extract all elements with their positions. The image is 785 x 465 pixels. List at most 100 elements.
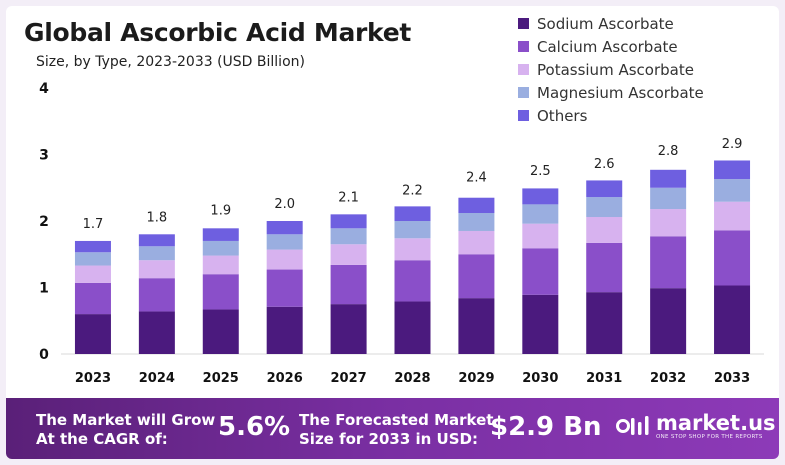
chart-title: Global Ascorbic Acid Market <box>24 18 412 47</box>
bar-segment <box>714 201 751 231</box>
bar-total-label: 2.1 <box>338 190 359 205</box>
bar-segment <box>74 252 111 266</box>
bar-segment <box>522 188 559 205</box>
bar-chart: 0 1 2 3 4 1.7 2023 1.8 2024 1.9 2025 2.0 2026 2.1 2027… <box>39 81 764 386</box>
brand-logo: market.us ONE STOP SHOP FOR THE REPORTS <box>616 412 776 440</box>
legend-label: Magnesium Ascorbate <box>537 83 704 102</box>
x-tick-label: 2024 <box>139 371 175 386</box>
bar-segment <box>458 254 495 299</box>
x-tick-label: 2030 <box>522 371 558 386</box>
y-tick-label: 4 <box>39 81 49 97</box>
legend-label: Others <box>537 106 588 125</box>
legend-swatch <box>518 41 529 52</box>
bar-total-label: 2.6 <box>594 157 615 172</box>
bar-segment <box>138 278 175 312</box>
bar-segment <box>266 221 303 235</box>
bar-segment <box>586 197 623 218</box>
bar-segment <box>458 213 495 231</box>
forecast-label-line1: The Forecasted Market <box>299 411 494 429</box>
bar-total-label: 2.9 <box>722 137 743 152</box>
market-us-logo-icon <box>616 412 650 440</box>
cagr-label: The Market will Grow At the CAGR of: <box>36 411 215 449</box>
x-tick-label: 2028 <box>394 371 430 386</box>
bar-segment <box>586 292 623 354</box>
legend-swatch <box>518 18 529 29</box>
bar-segment <box>394 221 431 239</box>
chart-card: Global Ascorbic Acid Market Size, by Typ… <box>6 6 779 459</box>
forecast-label: The Forecasted Market Size for 2033 in U… <box>299 411 493 449</box>
y-tick-label: 2 <box>39 214 49 230</box>
bar-segment <box>266 269 303 307</box>
bar-segment <box>522 294 559 354</box>
bar-segment <box>650 169 687 188</box>
legend-swatch <box>518 87 529 98</box>
bar-segment <box>266 249 303 270</box>
bar-segment <box>330 304 367 354</box>
bar-segment <box>202 255 239 275</box>
x-tick-label: 2029 <box>458 371 494 386</box>
bar-segment <box>458 298 495 354</box>
bar-segment <box>330 228 367 245</box>
legend-label: Calcium Ascorbate <box>537 37 678 56</box>
bar-segment <box>714 285 751 354</box>
bar-segment <box>522 248 559 295</box>
bar-segment <box>586 180 623 198</box>
legend-swatch <box>518 64 529 75</box>
bar-segment <box>74 314 111 354</box>
legend-label: Sodium Ascorbate <box>537 14 674 33</box>
x-tick-label: 2032 <box>650 371 686 386</box>
bar-segment <box>714 179 751 202</box>
x-tick-label: 2026 <box>267 371 303 386</box>
bar-segment <box>522 223 559 249</box>
bar-segment <box>650 288 687 354</box>
bar-segment <box>714 160 751 180</box>
bar-total-label: 2.4 <box>466 170 487 185</box>
bar-segment <box>586 242 623 293</box>
bar-segment <box>138 246 175 261</box>
bar-segment <box>650 209 687 237</box>
bar-segment <box>394 301 431 354</box>
bar-segment <box>138 311 175 354</box>
y-tick-label: 1 <box>39 281 49 297</box>
bar-total-label: 1.9 <box>210 204 231 219</box>
bar-segment <box>394 206 431 221</box>
chart-legend: Sodium Ascorbate Calcium Ascorbate Potassi… <box>518 12 704 127</box>
bar-segment <box>74 282 111 315</box>
x-tick-label: 2023 <box>75 371 111 386</box>
bar-segment <box>714 230 751 286</box>
bar-segment <box>202 309 239 354</box>
forecast-value: $2.9 Bn <box>490 412 602 442</box>
bar-segment <box>458 230 495 255</box>
cagr-label-line2: At the CAGR of: <box>36 430 168 448</box>
x-tick-label: 2031 <box>586 371 622 386</box>
x-tick-label: 2025 <box>203 371 239 386</box>
bar-total-label: 2.2 <box>402 184 423 199</box>
bar-total-label: 1.7 <box>83 217 104 232</box>
bar-segment <box>266 234 303 250</box>
chart-subtitle: Size, by Type, 2023-2033 (USD Billion) <box>36 54 305 70</box>
bar-segment <box>330 244 367 265</box>
bar-segment <box>586 217 623 243</box>
cagr-label-line1: The Market will Grow <box>36 411 216 429</box>
x-tick-label: 2033 <box>714 371 750 386</box>
y-tick-label: 0 <box>39 347 49 363</box>
bar-segment <box>74 240 111 253</box>
bar-total-label: 2.0 <box>274 197 295 212</box>
cagr-value: 5.6% <box>218 412 291 442</box>
bar-segment <box>202 274 239 310</box>
summary-banner: The Market will Grow At the CAGR of: 5.6… <box>6 398 779 459</box>
forecast-label-line2: Size for 2033 in USD: <box>299 430 478 448</box>
bar-segment <box>650 236 687 289</box>
bar-segment <box>138 234 175 247</box>
bar-total-label: 2.8 <box>658 144 679 159</box>
bar-segment <box>202 240 239 256</box>
bar-segment <box>330 264 367 305</box>
bar-segment <box>74 265 111 283</box>
bar-total-label: 1.8 <box>147 210 168 225</box>
brand-name: market.us <box>656 411 776 435</box>
bar-segment <box>650 187 687 210</box>
legend-item: Potassium Ascorbate <box>518 58 704 81</box>
legend-item: Sodium Ascorbate <box>518 12 704 35</box>
bar-segment <box>522 204 559 224</box>
bar-segment <box>394 260 431 302</box>
